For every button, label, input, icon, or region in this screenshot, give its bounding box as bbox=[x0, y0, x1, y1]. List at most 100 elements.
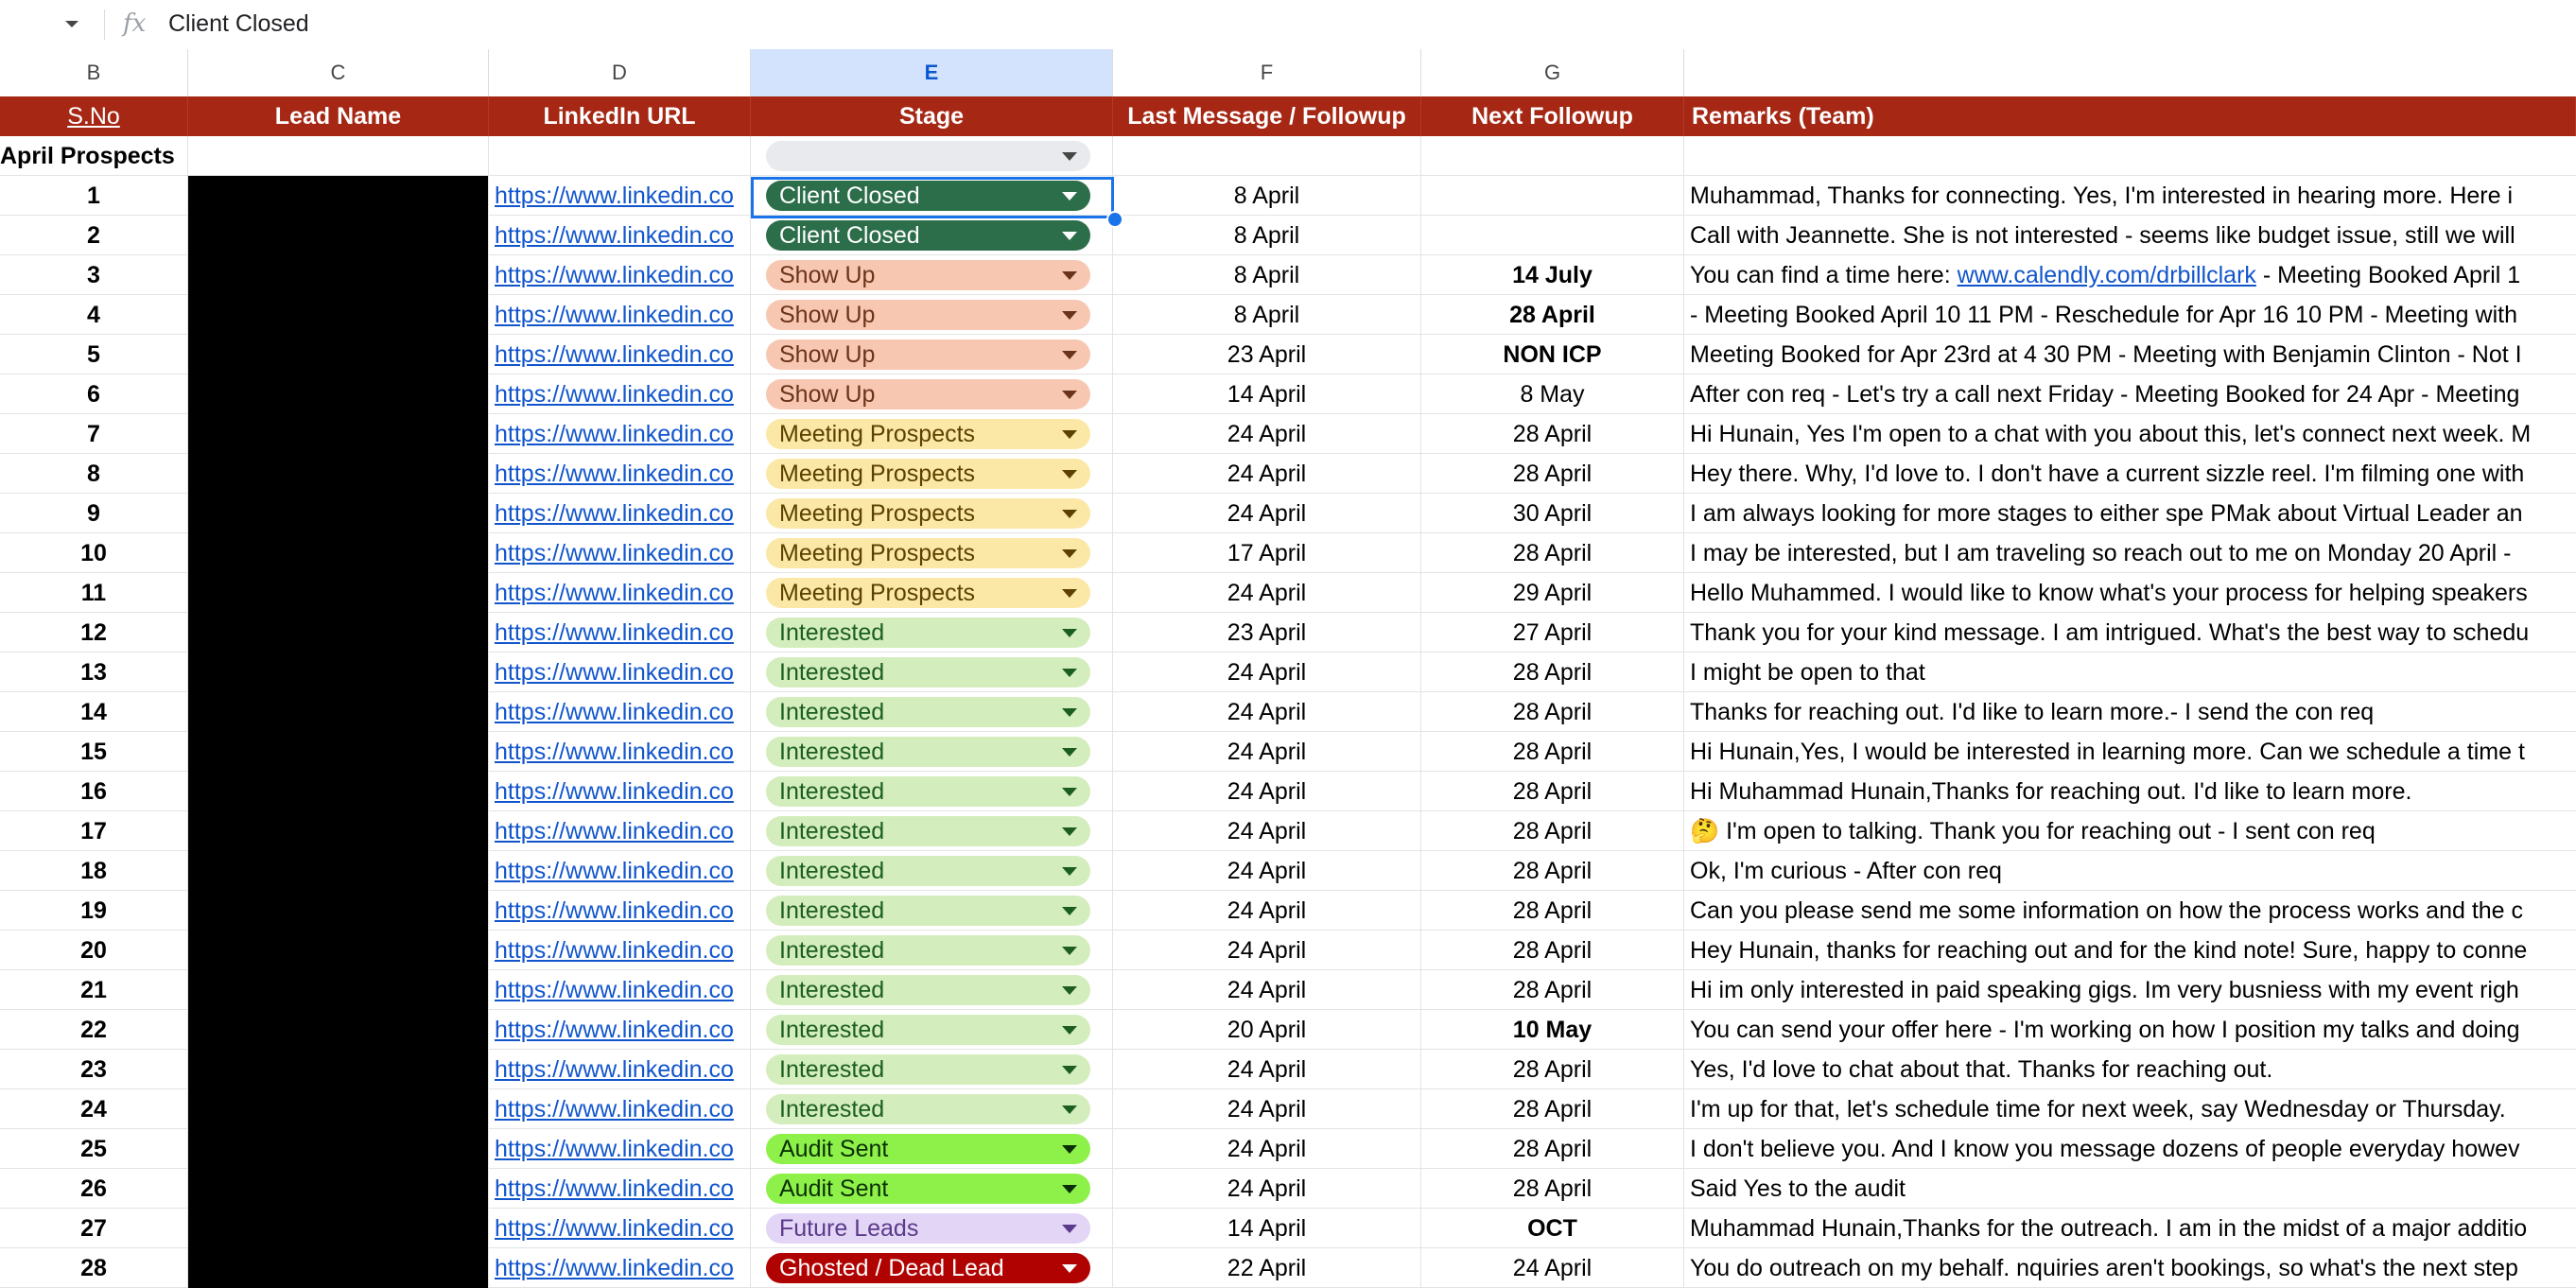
sno-cell[interactable]: 15 bbox=[0, 732, 188, 772]
stage-dropdown-chip[interactable]: Meeting Prospects bbox=[766, 578, 1090, 608]
last-message-cell[interactable]: 24 April bbox=[1113, 891, 1421, 931]
last-message-cell[interactable]: 24 April bbox=[1113, 692, 1421, 732]
section-cell-d[interactable] bbox=[489, 136, 751, 176]
remarks-cell[interactable]: Hey Hunain, thanks for reaching out and … bbox=[1690, 937, 2528, 964]
linkedin-url-link[interactable]: https://www.linkedin.co bbox=[495, 1175, 734, 1202]
lead-name-cell-redacted[interactable] bbox=[188, 533, 489, 573]
last-message-cell[interactable]: 24 April bbox=[1113, 851, 1421, 891]
last-message-cell[interactable]: 24 April bbox=[1113, 970, 1421, 1010]
linkedin-url-cell[interactable]: https://www.linkedin.co bbox=[489, 1050, 751, 1089]
next-followup-cell[interactable]: 28 April bbox=[1421, 1050, 1684, 1089]
next-followup-cell[interactable]: 28 April bbox=[1421, 295, 1684, 335]
remarks-cell[interactable]: I might be open to that bbox=[1690, 659, 1925, 686]
next-followup-cell[interactable]: 28 April bbox=[1421, 454, 1684, 494]
remarks-cell[interactable]: Said Yes to the audit bbox=[1690, 1175, 1906, 1202]
header-linkedin-url[interactable]: LinkedIn URL bbox=[489, 96, 751, 136]
stage-cell[interactable]: Interested bbox=[751, 851, 1113, 891]
linkedin-url-link[interactable]: https://www.linkedin.co bbox=[495, 1096, 734, 1123]
linkedin-url-cell[interactable]: https://www.linkedin.co bbox=[489, 1010, 751, 1050]
stage-dropdown-chip[interactable]: Show Up bbox=[766, 379, 1090, 409]
next-followup-cell[interactable]: OCT bbox=[1421, 1209, 1684, 1248]
lead-name-cell-redacted[interactable] bbox=[188, 494, 489, 533]
linkedin-url-link[interactable]: https://www.linkedin.co bbox=[495, 341, 734, 368]
next-followup-cell[interactable]: 28 April bbox=[1421, 1169, 1684, 1209]
next-followup-cell[interactable]: 28 April bbox=[1421, 533, 1684, 573]
linkedin-url-cell[interactable]: https://www.linkedin.co bbox=[489, 255, 751, 295]
last-message-cell[interactable]: 24 April bbox=[1113, 454, 1421, 494]
lead-name-cell-redacted[interactable] bbox=[188, 692, 489, 732]
stage-dropdown-chip[interactable]: Interested bbox=[766, 1015, 1090, 1045]
header-remarks[interactable]: Remarks (Team) bbox=[1684, 96, 2576, 136]
header-lead-name[interactable]: Lead Name bbox=[188, 96, 489, 136]
linkedin-url-link[interactable]: https://www.linkedin.co bbox=[495, 183, 734, 209]
lead-name-cell-redacted[interactable] bbox=[188, 811, 489, 851]
stage-cell[interactable]: Meeting Prospects bbox=[751, 454, 1113, 494]
next-followup-cell[interactable]: 28 April bbox=[1421, 891, 1684, 931]
sno-cell[interactable]: 16 bbox=[0, 772, 188, 811]
section-cell-c[interactable] bbox=[188, 136, 489, 176]
section-label[interactable]: April Prospects bbox=[0, 136, 188, 176]
remarks-cell[interactable]: Muhammad, Thanks for connecting. Yes, I'… bbox=[1690, 183, 2514, 209]
last-message-cell[interactable]: 24 April bbox=[1113, 811, 1421, 851]
sno-cell[interactable]: 8 bbox=[0, 454, 188, 494]
sno-cell[interactable]: 13 bbox=[0, 653, 188, 692]
sno-cell[interactable]: 26 bbox=[0, 1169, 188, 1209]
linkedin-url-link[interactable]: https://www.linkedin.co bbox=[495, 659, 734, 686]
last-message-cell[interactable]: 22 April bbox=[1113, 1248, 1421, 1288]
linkedin-url-link[interactable]: https://www.linkedin.co bbox=[495, 381, 734, 408]
stage-dropdown-chip[interactable]: Meeting Prospects bbox=[766, 538, 1090, 568]
stage-cell[interactable]: Interested bbox=[751, 1089, 1113, 1129]
stage-cell[interactable]: Interested bbox=[751, 732, 1113, 772]
sno-cell[interactable]: 9 bbox=[0, 494, 188, 533]
remarks-cell[interactable]: I may be interested, but I am traveling … bbox=[1690, 540, 2512, 566]
next-followup-cell[interactable]: 28 April bbox=[1421, 931, 1684, 970]
next-followup-cell[interactable]: 28 April bbox=[1421, 414, 1684, 454]
sno-cell[interactable]: 11 bbox=[0, 573, 188, 613]
next-followup-cell[interactable]: 14 July bbox=[1421, 255, 1684, 295]
linkedin-url-link[interactable]: https://www.linkedin.co bbox=[495, 699, 734, 725]
sno-cell[interactable]: 14 bbox=[0, 692, 188, 732]
stage-cell[interactable]: Meeting Prospects bbox=[751, 494, 1113, 533]
lead-name-cell-redacted[interactable] bbox=[188, 255, 489, 295]
column-header-f[interactable]: F bbox=[1113, 49, 1421, 96]
stage-dropdown-chip[interactable]: Ghosted / Dead Lead bbox=[766, 1253, 1090, 1283]
lead-name-cell-redacted[interactable] bbox=[188, 653, 489, 692]
last-message-cell[interactable]: 24 April bbox=[1113, 732, 1421, 772]
stage-dropdown-chip[interactable]: Audit Sent bbox=[766, 1174, 1090, 1204]
last-message-cell[interactable]: 8 April bbox=[1113, 255, 1421, 295]
remarks-cell[interactable]: You can send your offer here - I'm worki… bbox=[1690, 1017, 2520, 1043]
stage-dropdown-chip[interactable]: Interested bbox=[766, 975, 1090, 1005]
stage-dropdown-chip[interactable]: Future Leads bbox=[766, 1213, 1090, 1244]
next-followup-cell[interactable]: 10 May bbox=[1421, 1010, 1684, 1050]
remarks-cell[interactable]: After con req - Let's try a call next Fr… bbox=[1690, 381, 2520, 408]
lead-name-cell-redacted[interactable] bbox=[188, 772, 489, 811]
section-stage-cell[interactable] bbox=[751, 136, 1113, 176]
last-message-cell[interactable]: 24 April bbox=[1113, 931, 1421, 970]
stage-dropdown-chip[interactable]: Meeting Prospects bbox=[766, 498, 1090, 529]
linkedin-url-link[interactable]: https://www.linkedin.co bbox=[495, 897, 734, 924]
stage-cell[interactable]: Interested bbox=[751, 692, 1113, 732]
lead-name-cell-redacted[interactable] bbox=[188, 851, 489, 891]
stage-cell[interactable]: Show Up bbox=[751, 374, 1113, 414]
stage-dropdown-chip[interactable]: Interested bbox=[766, 816, 1090, 846]
last-message-cell[interactable]: 24 April bbox=[1113, 772, 1421, 811]
sno-cell[interactable]: 22 bbox=[0, 1010, 188, 1050]
section-cell-h[interactable] bbox=[1684, 136, 2576, 176]
stage-cell[interactable]: Interested bbox=[751, 811, 1113, 851]
next-followup-cell[interactable] bbox=[1421, 216, 1684, 255]
stage-dropdown-chip[interactable]: Show Up bbox=[766, 300, 1090, 330]
sno-cell[interactable]: 27 bbox=[0, 1209, 188, 1248]
sno-cell[interactable]: 19 bbox=[0, 891, 188, 931]
next-followup-cell[interactable]: 28 April bbox=[1421, 653, 1684, 692]
lead-name-cell-redacted[interactable] bbox=[188, 454, 489, 494]
stage-dropdown-chip[interactable]: Show Up bbox=[766, 260, 1090, 290]
last-message-cell[interactable]: 8 April bbox=[1113, 216, 1421, 255]
linkedin-url-link[interactable]: https://www.linkedin.co bbox=[495, 858, 734, 884]
linkedin-url-link[interactable]: https://www.linkedin.co bbox=[495, 1215, 734, 1242]
lead-name-cell-redacted[interactable] bbox=[188, 1010, 489, 1050]
linkedin-url-link[interactable]: https://www.linkedin.co bbox=[495, 540, 734, 566]
next-followup-cell[interactable]: NON ICP bbox=[1421, 335, 1684, 374]
linkedin-url-link[interactable]: https://www.linkedin.co bbox=[495, 302, 734, 328]
sno-cell[interactable]: 17 bbox=[0, 811, 188, 851]
remarks-cell[interactable]: Meeting Booked for Apr 23rd at 4 30 PM -… bbox=[1690, 341, 2522, 368]
